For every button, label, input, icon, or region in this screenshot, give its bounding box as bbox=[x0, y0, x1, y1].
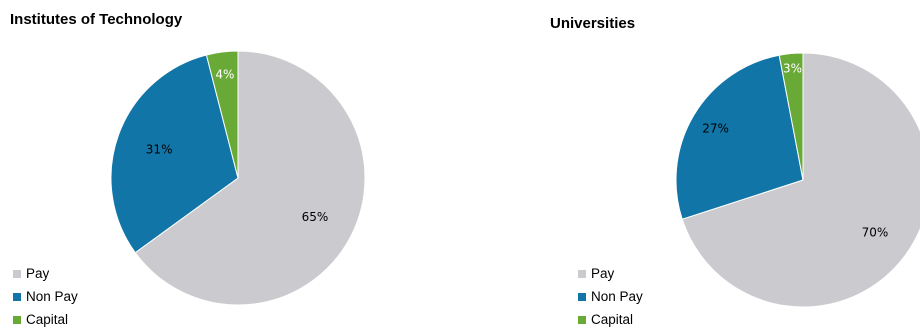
pie-chart-institutes: 65% 31% 4% bbox=[110, 50, 366, 306]
slice-label-pay: 70% bbox=[862, 225, 889, 239]
legend-swatch-pay bbox=[13, 269, 21, 278]
legend: Pay Non Pay Capital bbox=[13, 262, 78, 331]
pie-slice-pay bbox=[681, 52, 920, 308]
legend-label-non-pay: Non Pay bbox=[26, 289, 78, 304]
legend-label-capital: Capital bbox=[591, 312, 634, 327]
legend-label-non-pay: Non Pay bbox=[591, 289, 643, 304]
pie-slice-capital bbox=[205, 50, 239, 179]
pie-slice-non-pay bbox=[110, 54, 239, 254]
legend-item-capital: Capital bbox=[578, 308, 643, 331]
legend-swatch-non-pay bbox=[13, 292, 21, 301]
legend-swatch-capital bbox=[578, 315, 586, 324]
legend-label-capital: Capital bbox=[26, 312, 69, 327]
legend-item-non-pay: Non Pay bbox=[578, 285, 643, 308]
legend-swatch-capital bbox=[13, 315, 21, 324]
legend: Pay Non Pay Capital bbox=[578, 262, 643, 331]
chart-panel-universities: Universities 70% 27% 3% Pay Non Pay Capita… bbox=[460, 0, 920, 336]
legend-item-pay: Pay bbox=[13, 262, 78, 285]
legend-label-pay: Pay bbox=[591, 266, 615, 281]
chart-panel-institutes: Institutes of Technology 65% 31% 4% Pay No… bbox=[10, 11, 366, 331]
legend-swatch-non-pay bbox=[578, 292, 586, 301]
chart-title: Universities bbox=[550, 15, 636, 32]
legend-item-non-pay: Non Pay bbox=[13, 285, 78, 308]
legend-swatch-pay bbox=[578, 269, 586, 278]
slice-label-non-pay: 31% bbox=[146, 143, 173, 157]
legend-label-pay: Pay bbox=[26, 266, 50, 281]
pie-slice-capital bbox=[778, 52, 804, 181]
pie-chart-universities: 70% 27% 3% bbox=[675, 52, 920, 308]
pie-slice-non-pay bbox=[675, 54, 804, 220]
legend-item-pay: Pay bbox=[578, 262, 643, 285]
slice-label-pay: 65% bbox=[302, 210, 329, 224]
slice-label-non-pay: 27% bbox=[702, 121, 729, 135]
legend-item-capital: Capital bbox=[13, 308, 78, 331]
slice-label-capital: 3% bbox=[783, 62, 802, 76]
pie-slice-pay bbox=[134, 50, 366, 306]
slice-label-capital: 4% bbox=[215, 68, 234, 82]
chart-title: Institutes of Technology bbox=[10, 11, 183, 28]
